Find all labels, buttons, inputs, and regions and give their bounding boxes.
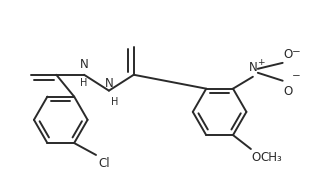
Text: +: + (257, 58, 264, 67)
Text: H: H (111, 97, 118, 107)
Text: O: O (284, 48, 293, 61)
Text: −: − (292, 71, 300, 81)
Text: N: N (249, 61, 257, 74)
Text: O: O (252, 151, 261, 164)
Text: Cl: Cl (98, 157, 110, 170)
Text: CH₃: CH₃ (261, 151, 283, 164)
Text: H: H (80, 78, 88, 88)
Text: O: O (284, 85, 293, 98)
Text: N: N (80, 58, 88, 71)
Text: N: N (105, 77, 113, 90)
Text: −: − (292, 47, 300, 57)
